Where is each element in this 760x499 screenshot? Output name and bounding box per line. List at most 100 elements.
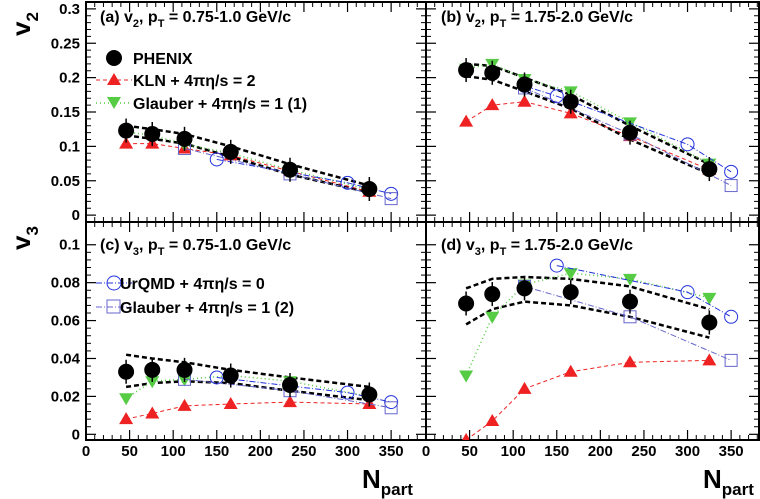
x-tick-label: 300: [335, 443, 360, 460]
x-axis-title-right: Npart: [703, 464, 754, 499]
point-urqmd: [340, 385, 355, 400]
x-tick-label: 350: [719, 443, 744, 460]
point-phenix: [282, 377, 298, 394]
point-kln: [485, 414, 500, 427]
series-line-glauber2: [184, 147, 392, 200]
series-line-kln: [465, 101, 710, 171]
series-line-glauber2: [184, 378, 392, 409]
panel-label-b: (b) v2, pT = 1.75-2.0 GeV/c: [441, 9, 633, 30]
point-glauber1: [702, 292, 717, 305]
point-phenix: [622, 124, 638, 141]
point-phenix: [458, 62, 475, 79]
point-phenix: [562, 284, 579, 301]
series-line-glauber2: [524, 285, 732, 361]
svg-text:(d) v3, pT = 1.75-2.0 GeV/c: (d) v3, pT = 1.75-2.0 GeV/c: [441, 237, 633, 258]
svg-text:v3: v3: [6, 226, 42, 250]
band-upper-line: [125, 124, 370, 187]
point-phenix: [222, 143, 239, 160]
svg-text:Npart: Npart: [703, 464, 754, 499]
y-axis-title-v3: v3: [6, 226, 42, 250]
x-tick-label: 200: [248, 443, 273, 460]
x-tick-label: 50: [461, 443, 478, 460]
x-tick-label: 50: [121, 443, 138, 460]
svg-text:(c) v3, pT = 0.75-1.0 GeV/c: (c) v3, pT = 0.75-1.0 GeV/c: [100, 237, 291, 258]
point-phenix: [516, 76, 533, 93]
panel-data-c: [118, 353, 399, 425]
point-urqmd: [549, 258, 564, 273]
legend-bottom: UrQMD + 4πη/s = 0 Glauber + 4πη/s = 1 (2…: [96, 275, 294, 317]
point-glauber1: [563, 268, 578, 281]
series-line-kln: [126, 143, 370, 193]
x-axis-title-left: Npart: [362, 464, 413, 499]
point-kln: [119, 136, 134, 149]
panel-frame-d: [425, 221, 760, 441]
point-phenix: [222, 367, 239, 384]
point-glauber1: [119, 393, 134, 406]
point-urqmd: [340, 175, 355, 190]
point-phenix: [562, 93, 579, 110]
point-urqmd: [209, 152, 224, 167]
y-tick-label: 0.04: [51, 350, 81, 367]
point-kln: [283, 395, 297, 408]
point-phenix: [118, 363, 135, 380]
x-tick-label: 0: [82, 443, 90, 460]
legend-marker-kln: [107, 73, 121, 85]
point-urqmd: [724, 164, 739, 179]
x-tick-label: 150: [544, 443, 569, 460]
panel-data-b: [458, 58, 739, 193]
legend-label-kln: KLN + 4πη/s = 2: [133, 73, 256, 90]
point-glauber1: [459, 370, 474, 383]
point-phenix: [361, 181, 378, 197]
legend-marker-glauber2: [106, 299, 121, 314]
band-lower-line: [465, 300, 710, 339]
svg-text:(b) v2, pT = 1.75-2.0 GeV/c: (b) v2, pT = 1.75-2.0 GeV/c: [441, 9, 633, 30]
svg-text:v2: v2: [6, 12, 42, 36]
series-line-urqmd: [556, 265, 732, 318]
svg-text:Npart: Npart: [362, 464, 413, 499]
point-glauber2: [384, 192, 398, 206]
point-phenix: [282, 161, 298, 178]
point-kln: [517, 94, 532, 107]
band-upper-line: [465, 275, 710, 311]
svg-text:(a) v2, pT = 0.75-1.0 GeV/c: (a) v2, pT = 0.75-1.0 GeV/c: [100, 9, 291, 30]
x-tick-label: 150: [204, 443, 229, 460]
legend-marker-phenix: [106, 50, 122, 66]
point-kln: [623, 355, 637, 368]
panel-label-d: (d) v3, pT = 1.75-2.0 GeV/c: [441, 237, 633, 258]
point-phenix: [516, 280, 533, 297]
point-kln: [145, 406, 160, 419]
x-tick-label: 100: [161, 443, 186, 460]
legend-label-urqmd: UrQMD + 4πη/s = 0: [120, 276, 265, 293]
y-axis-title-v2: v2: [6, 12, 42, 36]
point-glauber1: [145, 376, 160, 389]
legend-marker-glauber1: [107, 97, 121, 109]
legend-label-glauber2: Glauber + 4πη/s = 1 (2): [120, 300, 294, 317]
point-phenix: [622, 293, 638, 310]
point-kln: [485, 98, 500, 111]
x-tick-label: 250: [631, 443, 656, 460]
y-tick-label: 0.15: [51, 104, 80, 121]
point-glauber2: [384, 401, 398, 415]
point-kln: [563, 364, 578, 377]
y-tick-label: 0.06: [51, 313, 80, 330]
point-glauber2: [724, 179, 738, 193]
x-tick-label: 250: [291, 443, 316, 460]
point-kln: [177, 398, 192, 411]
legend-marker-urqmd: [106, 275, 122, 291]
point-glauber2: [724, 353, 738, 367]
point-kln: [119, 412, 134, 425]
y-tick-label: 0.3: [59, 1, 80, 18]
y-tick-label: 0.02: [51, 388, 80, 405]
point-glauber1: [623, 273, 637, 286]
legend-label-phenix: PHENIX: [133, 51, 193, 68]
legend-top: PHENIX KLN + 4πη/s = 2 Glauber + 4πη/s =…: [96, 50, 307, 113]
point-phenix: [701, 161, 718, 178]
point-phenix: [144, 361, 161, 378]
x-tick-label: 0: [422, 443, 430, 460]
y-tick-label: 0.2: [59, 70, 80, 87]
point-urqmd: [724, 309, 739, 324]
panel-label-a: (a) v2, pT = 0.75-1.0 GeV/c: [100, 9, 291, 30]
band-upper-line: [125, 353, 370, 389]
point-phenix: [701, 314, 718, 331]
